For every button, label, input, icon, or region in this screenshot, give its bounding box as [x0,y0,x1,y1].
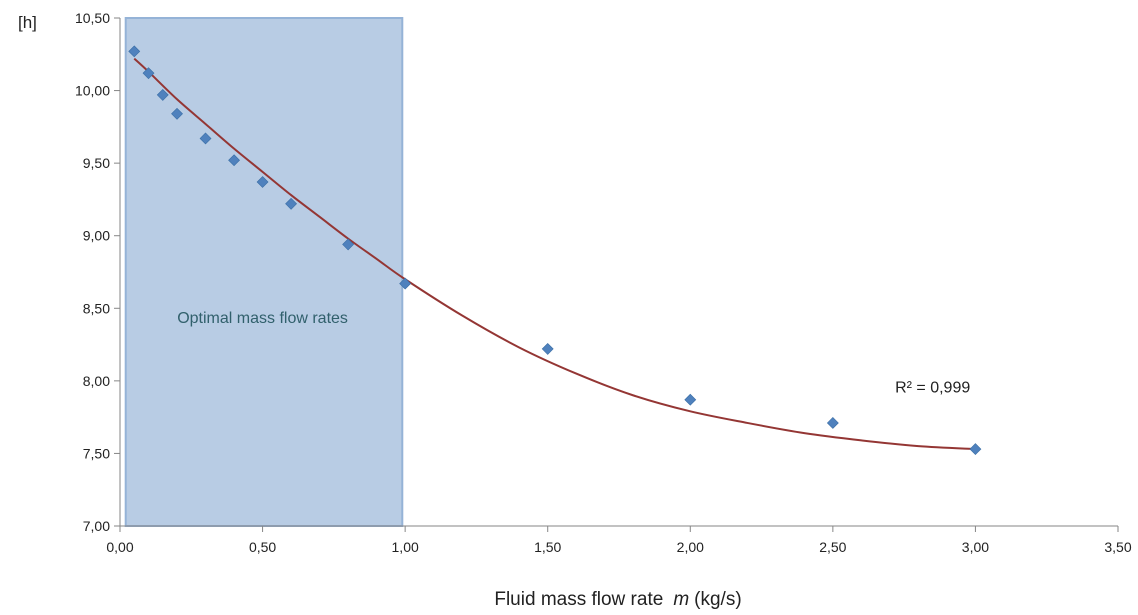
y-tick-label: 7,00 [83,518,110,534]
data-point [399,277,412,290]
data-point [199,132,212,145]
highlight-band-layer: Optimal mass flow rates [124,17,404,527]
x-tick-label: 1,00 [392,539,419,555]
x-axis-title-symbol: m [673,589,689,610]
x-tick-label: 3,50 [1104,539,1131,555]
y-tick-label: 7,50 [83,445,110,461]
x-tick-label: 1,50 [534,539,561,555]
x-tick-label: 0,00 [106,539,133,555]
x-tick-label: 2,00 [677,539,704,555]
data-point [342,238,355,251]
data-point [128,45,141,58]
y-tick-label: 9,00 [83,228,110,244]
y-tick-label: 9,50 [83,155,110,171]
y-tick-label: 8,00 [83,373,110,389]
data-point [285,197,298,210]
x-tick-label: 3,00 [962,539,989,555]
y-tick-label: 10,50 [75,10,110,26]
x-axis-title-unit: (kg/s) [694,589,742,610]
data-points-layer [128,45,982,455]
data-point [171,107,183,120]
data-point [826,417,839,429]
data-point [541,343,554,355]
y-tick-label: 10,00 [75,83,110,99]
x-axis-title-prefix: Fluid mass flow rate [494,589,663,610]
y-axis-unit-label: [h] [18,13,37,32]
x-tick-label: 0,50 [249,539,276,555]
x-axis-title: Fluid mass flow rate m (kg/s) [494,589,741,610]
data-point [228,154,240,167]
labels-layer: [h] Fluid mass flow rate m (kg/s) [18,13,742,610]
x-tick-label: 2,50 [819,539,846,555]
axes-layer: 0,00 0,50 1,00 1,50 2,00 2,50 3,00 3,50 7,00 7,50… [75,10,1132,555]
optimal-range-band [124,17,404,527]
data-point [969,443,982,455]
data-point [256,176,269,188]
data-point [142,67,155,80]
data-point [156,89,169,101]
optimal-range-label: Optimal mass flow rates [177,310,348,327]
r-squared-label: R² = 0,999 [895,379,970,396]
y-tick-label: 8,50 [83,300,110,316]
data-point [684,393,697,406]
